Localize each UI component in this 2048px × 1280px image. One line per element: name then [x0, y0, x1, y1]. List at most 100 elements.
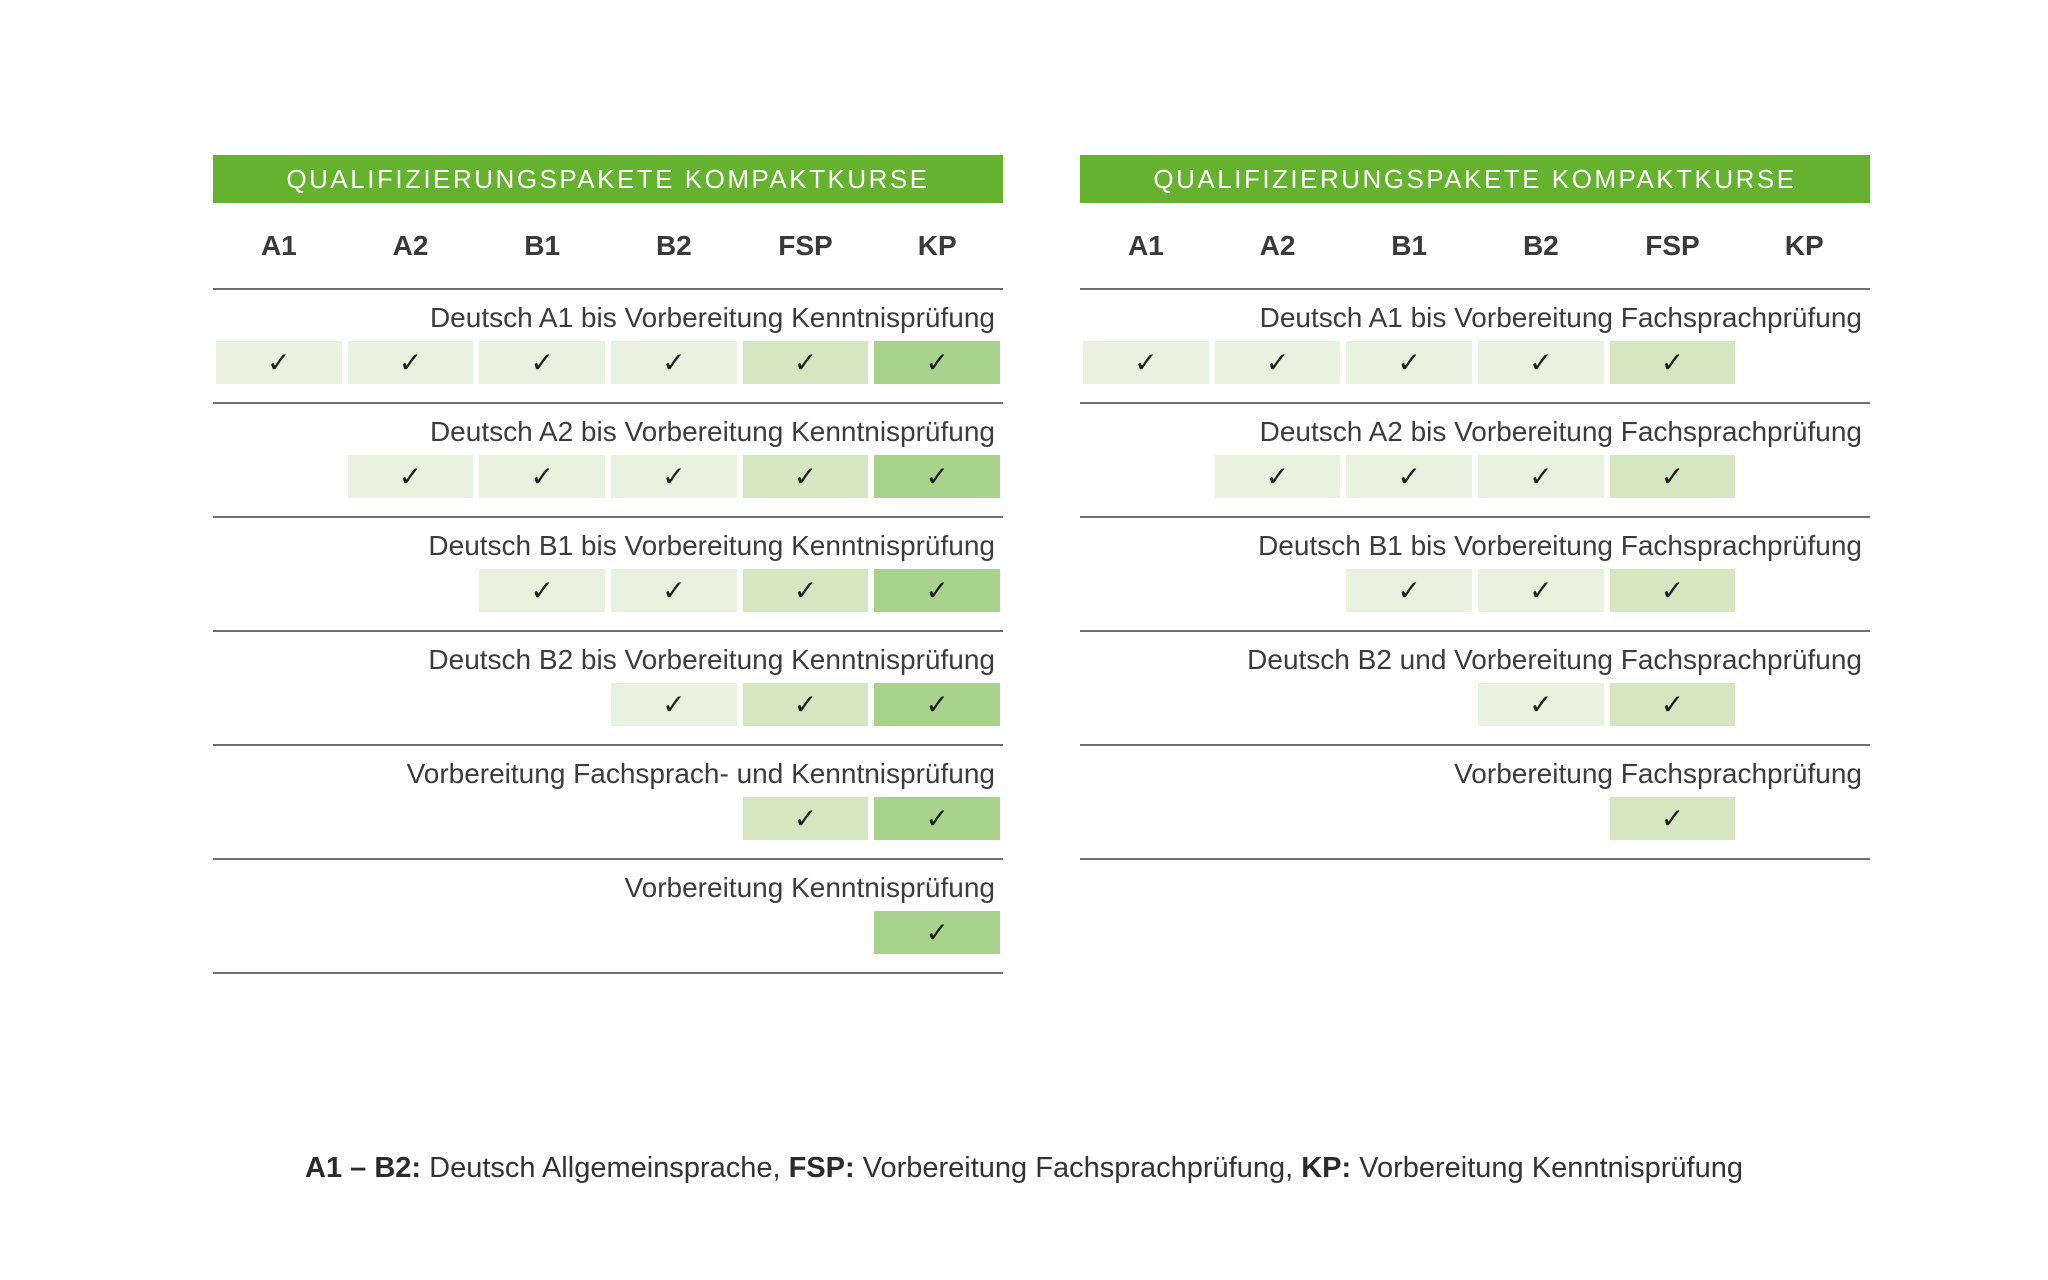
- qualification-table-fachsprachpruefung: QUALIFIZIERUNGSPAKETE KOMPAKTKURSE A1 A2 B…: [1080, 155, 1870, 860]
- check-icon: ✓: [1660, 574, 1685, 606]
- check-cell-strip: ✓ ✓ ✓ ✓ ✓ ✓: [213, 341, 1003, 384]
- table-row: Deutsch A1 bis Vorbereitung Fachsprachpr…: [1080, 288, 1870, 402]
- cell-slot-fsp: ✓: [740, 341, 872, 384]
- check-icon: ✓: [530, 346, 554, 378]
- cell-slot-a1: [1080, 797, 1212, 840]
- check-icon: ✓: [1529, 688, 1553, 720]
- cell-slot-fsp: ✓: [740, 455, 872, 498]
- table-title: QUALIFIZIERUNGSPAKETE KOMPAKTKURSE: [286, 163, 930, 194]
- legend-abbreviation: KP:: [1301, 1152, 1352, 1184]
- cell-slot-b2: [1475, 797, 1607, 840]
- column-header-a1: A1: [260, 229, 297, 261]
- check-cell-strip: ✓ ✓ ✓ ✓: [213, 569, 1003, 612]
- table-row: Deutsch A2 bis Vorbereitung Kenntnisprüf…: [213, 402, 1003, 516]
- check-cell-strip: ✓ ✓ ✓: [1080, 569, 1870, 612]
- cell-slot-a2: [1212, 797, 1344, 840]
- check-icon: ✓: [398, 460, 423, 492]
- cell-slot-a2: ✓: [345, 341, 477, 384]
- cell-slot-kp: ✓: [871, 569, 1003, 612]
- check-cell-b1: ✓: [479, 341, 606, 384]
- cell-slot-kp: [1738, 683, 1870, 726]
- check-icon: ✓: [1529, 346, 1553, 378]
- check-icon: ✓: [530, 574, 554, 606]
- row-label: Deutsch A1 bis Vorbereitung Fachsprachpr…: [1259, 302, 1862, 333]
- cell-slot-kp: ✓: [871, 911, 1003, 954]
- cell-slot-a2: [1212, 683, 1344, 726]
- cell-slot-b1: [1343, 797, 1475, 840]
- check-icon: ✓: [1529, 574, 1553, 606]
- check-cell-b2: ✓: [1478, 341, 1604, 384]
- check-cell-kp: ✓: [874, 683, 1001, 726]
- check-cell-a1: ✓: [1083, 341, 1209, 384]
- cell-slot-fsp: ✓: [740, 683, 872, 726]
- check-cell-strip: ✓: [213, 911, 1003, 954]
- check-icon: ✓: [1660, 460, 1685, 492]
- check-icon: ✓: [925, 916, 949, 948]
- check-icon: ✓: [1660, 688, 1685, 720]
- column-header-b2: B2: [655, 229, 692, 261]
- column-header-fsp: FSP: [778, 229, 833, 261]
- legend-description: Deutsch Allgemeinsprache,: [421, 1152, 789, 1184]
- row-label: Vorbereitung Kenntnisprüfung: [624, 872, 996, 903]
- check-cell-a2: ✓: [1214, 341, 1341, 384]
- cell-slot-fsp: ✓: [1607, 797, 1739, 840]
- check-icon: ✓: [1660, 346, 1685, 378]
- cell-slot-b2: [608, 797, 740, 840]
- check-cell-strip: ✓ ✓ ✓: [213, 683, 1003, 726]
- cell-slot-b1: [476, 911, 608, 954]
- cell-slot-a2: ✓: [1212, 341, 1344, 384]
- cell-slot-b2: ✓: [1475, 683, 1607, 726]
- cell-slot-a1: [213, 797, 345, 840]
- row-label: Vorbereitung Fachsprachprüfung: [1454, 758, 1862, 789]
- cell-slot-a1: [213, 911, 345, 954]
- check-icon: ✓: [925, 574, 949, 606]
- cell-slot-b2: ✓: [1475, 341, 1607, 384]
- row-label: Deutsch A2 bis Vorbereitung Fachsprachpr…: [1259, 416, 1862, 447]
- check-cell-strip: ✓ ✓: [213, 797, 1003, 840]
- table-row: Deutsch A2 bis Vorbereitung Fachsprachpr…: [1080, 402, 1870, 516]
- check-cell-b1: ✓: [1346, 341, 1473, 384]
- check-cell-kp: ✓: [874, 455, 1001, 498]
- cell-slot-a1: ✓: [1080, 341, 1212, 384]
- cell-slot-b1: [476, 683, 608, 726]
- check-icon: ✓: [793, 802, 818, 834]
- check-cell-fsp: ✓: [742, 341, 869, 384]
- check-icon: ✓: [662, 460, 686, 492]
- check-icon: ✓: [1397, 574, 1421, 606]
- cell-slot-a2: [345, 797, 477, 840]
- table-row: Deutsch B2 bis Vorbereitung Kenntnisprüf…: [213, 630, 1003, 744]
- cell-slot-kp: [1738, 569, 1870, 612]
- table-rows: Deutsch A1 bis Vorbereitung Kenntnisprüf…: [213, 288, 1003, 974]
- row-label: Deutsch B2 bis Vorbereitung Kenntnisprüf…: [428, 644, 995, 675]
- legend-footnote: A1 – B2: Deutsch Allgemeinsprache, FSP: …: [0, 1152, 2048, 1185]
- cell-slot-a1: [213, 455, 345, 498]
- row-label: Vorbereitung Fachsprach- und Kenntnisprü…: [406, 758, 995, 789]
- row-label: Deutsch B2 und Vorbereitung Fachsprachpr…: [1247, 644, 1862, 675]
- column-header-row: A1 A2 B1 B2 FSP KP: [1080, 203, 1870, 288]
- cell-slot-kp: ✓: [871, 797, 1003, 840]
- cell-slot-b2: ✓: [608, 683, 740, 726]
- table-row: Deutsch B2 und Vorbereitung Fachsprachpr…: [1080, 630, 1870, 744]
- cell-slot-kp: ✓: [871, 455, 1003, 498]
- check-cell-kp: ✓: [874, 341, 1001, 384]
- cell-slot-b2: ✓: [608, 341, 740, 384]
- table-row: Vorbereitung Fachsprachprüfung ✓: [1080, 744, 1870, 858]
- cell-slot-b1: [1343, 683, 1475, 726]
- cell-slot-fsp: ✓: [1607, 341, 1739, 384]
- cell-slot-kp: [1738, 341, 1870, 384]
- cell-slot-a1: [213, 683, 345, 726]
- cell-slot-b2: ✓: [608, 569, 740, 612]
- table-header-bar: QUALIFIZIERUNGSPAKETE KOMPAKTKURSE: [213, 155, 1003, 203]
- column-header-a2: A2: [392, 229, 429, 261]
- check-icon: ✓: [1134, 346, 1158, 378]
- check-icon: ✓: [793, 460, 818, 492]
- table-row: Vorbereitung Kenntnisprüfung ✓: [213, 858, 1003, 972]
- cell-slot-b2: ✓: [1475, 455, 1607, 498]
- check-cell-fsp: ✓: [742, 569, 869, 612]
- cell-slot-kp: ✓: [871, 683, 1003, 726]
- cell-slot-b1: ✓: [1343, 569, 1475, 612]
- check-icon: ✓: [925, 460, 949, 492]
- check-icon: ✓: [1397, 346, 1421, 378]
- table-row: Vorbereitung Fachsprach- und Kenntnisprü…: [213, 744, 1003, 858]
